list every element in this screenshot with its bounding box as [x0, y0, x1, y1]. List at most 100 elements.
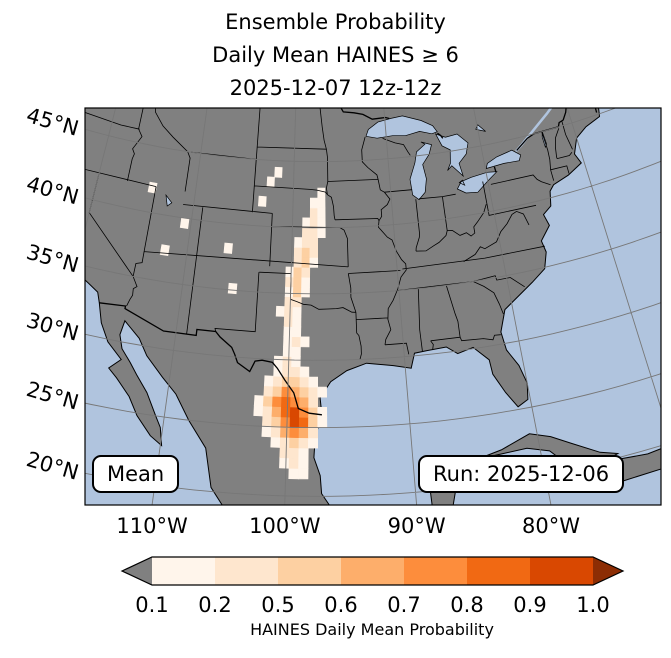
colorbar-outline — [120, 556, 625, 586]
probability-cell — [262, 395, 274, 407]
probability-cell — [283, 336, 293, 347]
great-lakes — [165, 115, 547, 207]
probability-cell — [289, 437, 300, 449]
probability-cell — [266, 176, 275, 188]
probability-cell — [289, 416, 300, 428]
probability-cell — [282, 356, 293, 368]
probability-cell — [279, 457, 290, 469]
probability-cell — [309, 257, 318, 268]
probability-cell — [159, 244, 170, 256]
probability-cell — [291, 326, 302, 338]
probability-cell — [285, 266, 295, 278]
probability-cell — [307, 437, 318, 449]
probability-cell — [280, 416, 291, 428]
probability-cell — [291, 356, 301, 368]
probability-cell — [293, 246, 303, 258]
probability-cell — [288, 467, 299, 480]
probability-cell — [309, 247, 318, 258]
probability-cell — [298, 437, 309, 449]
probability-cell — [282, 366, 292, 378]
probability-cell — [293, 266, 303, 278]
colorbar-tick-label: 0.7 — [387, 593, 420, 617]
probability-cell — [262, 405, 273, 417]
probability-cell — [281, 386, 292, 398]
colorbar-tick-label: 0.8 — [450, 593, 483, 617]
probability-cell — [317, 417, 328, 428]
probability-cell — [317, 197, 326, 209]
probability-cell — [317, 406, 328, 418]
probability-cell — [272, 375, 283, 387]
probability-cell — [301, 276, 311, 288]
probability-cell — [271, 406, 282, 418]
probability-cell — [298, 427, 309, 439]
colorbar-under-arrow — [122, 557, 152, 585]
probability-cell — [179, 217, 190, 229]
probability-cell — [294, 237, 303, 248]
landmass — [85, 108, 661, 505]
probability-cell — [275, 305, 286, 317]
probability-cell — [282, 346, 293, 357]
probability-cell — [310, 197, 318, 209]
map-frame — [84, 107, 662, 506]
probability-cell — [263, 385, 274, 397]
probability-cell — [271, 416, 282, 428]
probability-cell — [301, 266, 311, 278]
probability-cell — [309, 227, 318, 238]
probability-cell — [281, 396, 292, 408]
probability-cell — [302, 217, 311, 229]
lon-tick-label: 110°W — [116, 514, 188, 538]
colorbar-segment — [341, 557, 405, 585]
probability-cell — [293, 256, 303, 268]
lat-tick-label: 25°N — [24, 377, 82, 415]
probability-cell — [285, 276, 295, 288]
probability-cell — [263, 375, 274, 387]
title-line-2: Daily Mean HAINES ≥ 6 — [212, 43, 459, 67]
colorbar-tick-label: 0.9 — [513, 593, 546, 617]
probability-cell — [299, 386, 310, 398]
probability-cell — [280, 406, 291, 418]
probability-cell — [292, 316, 302, 328]
probability-cell — [227, 282, 238, 295]
probability-cell — [301, 247, 311, 258]
lat-tick-label: 35°N — [24, 240, 82, 278]
probability-cell — [317, 386, 328, 398]
probability-cell — [298, 457, 309, 469]
lon-tick-label: 90°W — [388, 514, 446, 538]
lon-tick-label: 80°W — [522, 514, 580, 538]
probability-cell — [298, 447, 309, 459]
title-line-3: 2025-12-07 12z-12z — [229, 76, 442, 100]
probability-cell — [284, 286, 294, 298]
probability-cell — [272, 385, 283, 397]
colorbar-tick-label: 0.6 — [324, 593, 357, 617]
lat-tick-label: 40°N — [24, 172, 82, 210]
probability-cell — [288, 447, 300, 459]
probability-cell — [223, 242, 233, 254]
probability-cell — [283, 316, 294, 328]
probability-cell — [299, 366, 310, 378]
probability-cell — [283, 326, 293, 338]
probability-cell — [289, 426, 300, 439]
probability-cell — [288, 457, 300, 469]
probability-cell — [273, 355, 284, 367]
probability-cell — [308, 427, 318, 439]
probability-cell — [274, 166, 283, 178]
probability-cell — [291, 336, 302, 348]
probability-cell — [317, 227, 326, 238]
probability-cell — [317, 217, 326, 229]
probability-cell — [308, 417, 318, 428]
state-borders — [85, 108, 573, 360]
colorbar-tick-label: 0.1 — [135, 593, 168, 617]
colorbar-over-arrow — [593, 557, 623, 585]
probability-cell — [309, 237, 318, 248]
probability-cell — [301, 227, 311, 239]
colorbar: 0.1 0.2 0.5 0.6 0.7 0.8 0.9 1.0 — [120, 556, 625, 617]
probability-cell — [270, 436, 281, 448]
probability-cell — [261, 425, 272, 438]
probability-cell — [284, 296, 294, 308]
colorbar-segment — [278, 557, 342, 585]
colorbar-segment — [404, 557, 468, 585]
probability-cell — [253, 395, 265, 407]
graticule — [85, 108, 661, 505]
probability-cell — [301, 257, 311, 268]
probability-cell — [272, 395, 283, 408]
